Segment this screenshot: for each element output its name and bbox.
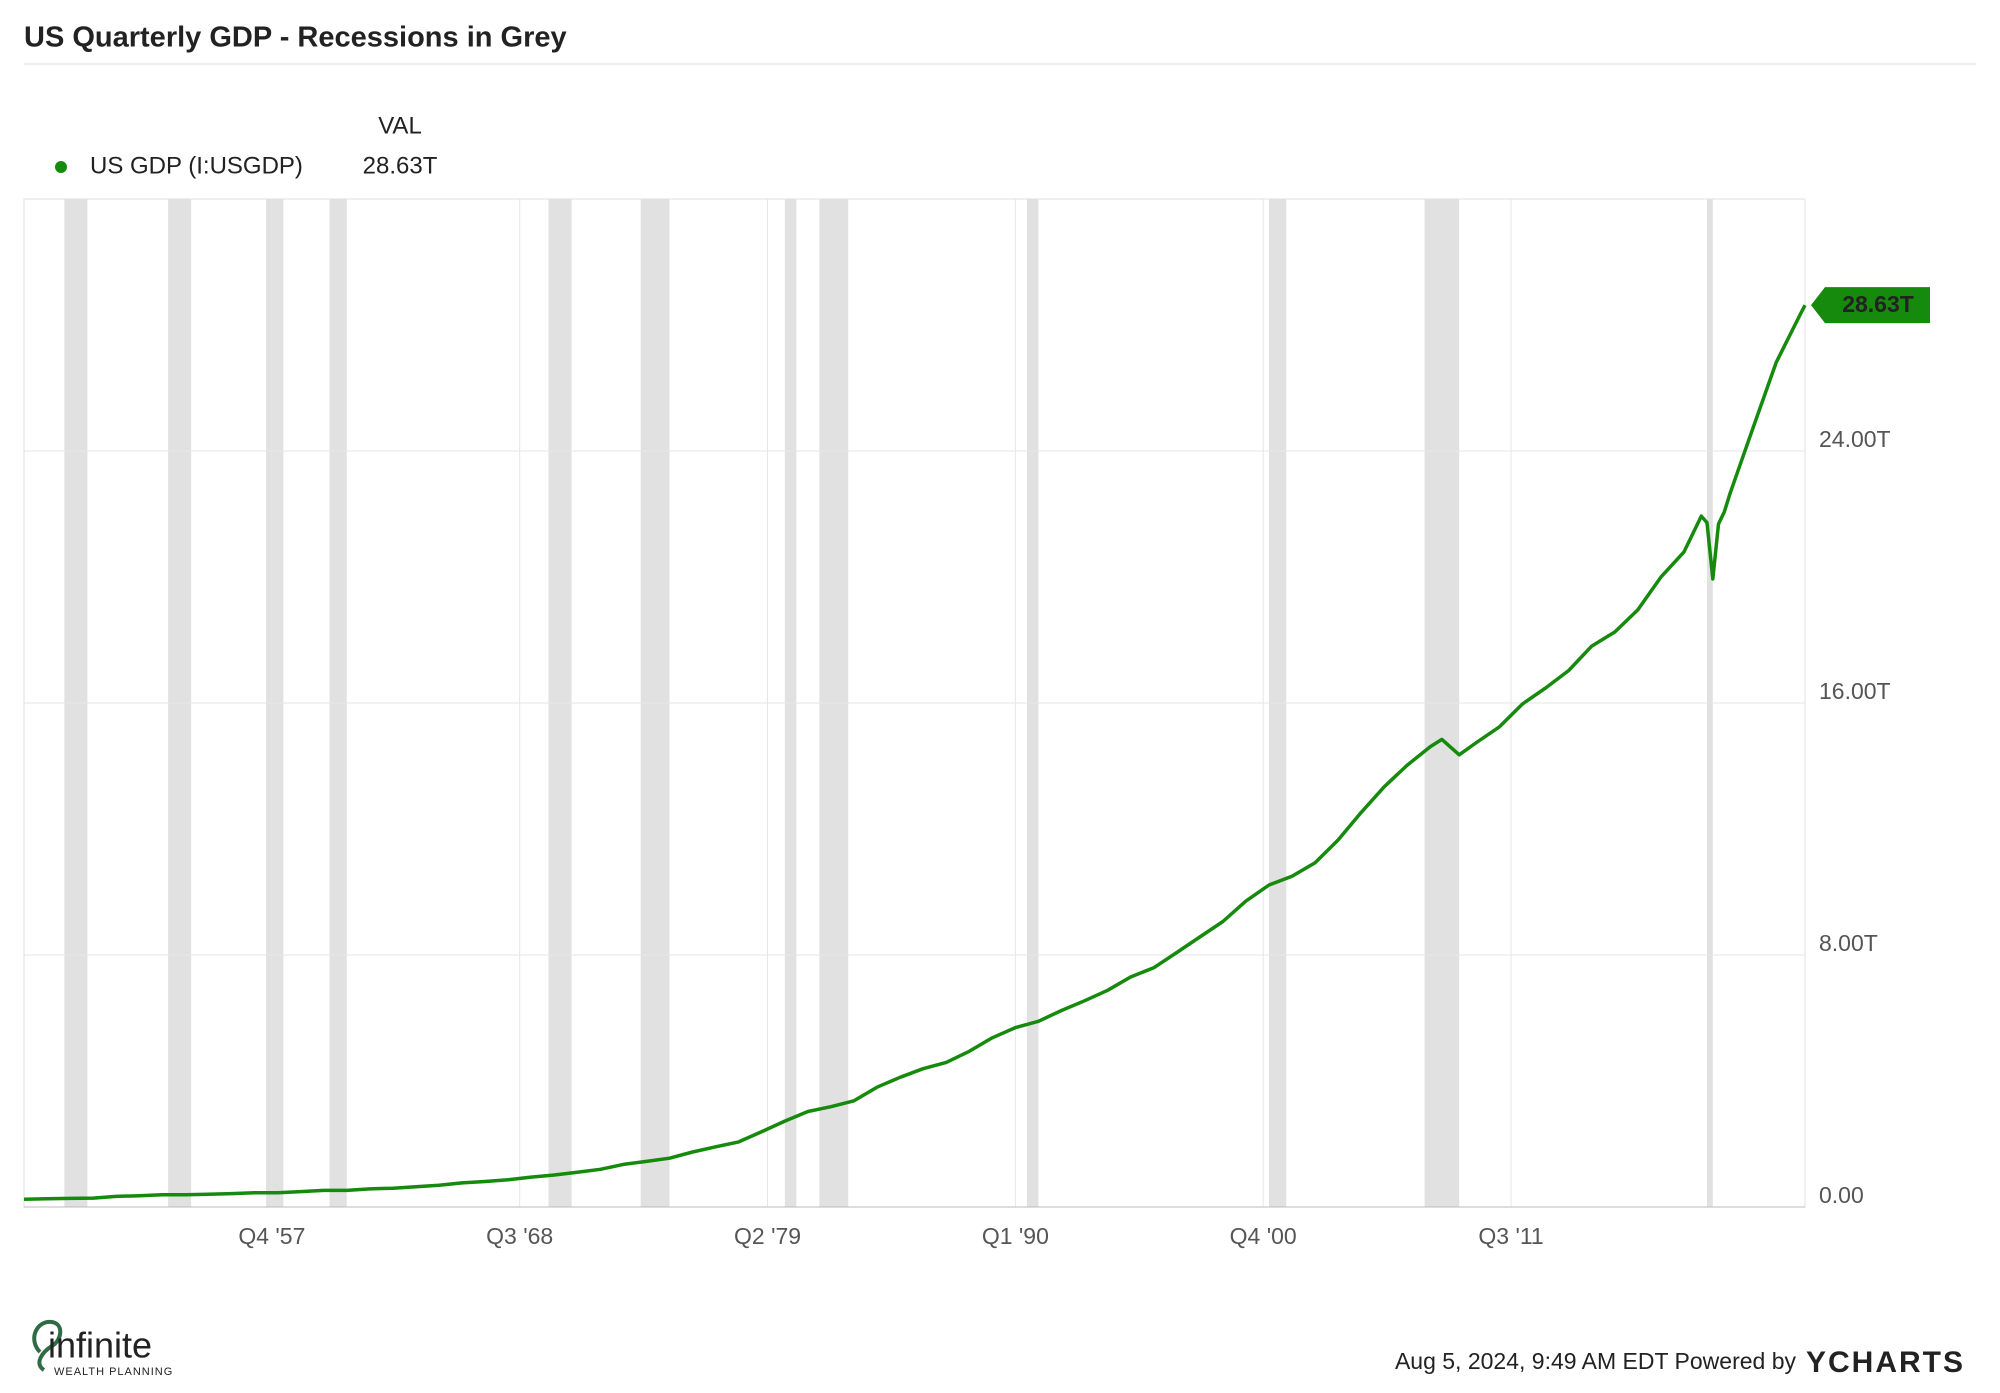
logo-tagline: WEALTH PLANNING	[54, 1366, 173, 1378]
footer: Aug 5, 2024, 9:49 AM EDT Powered by	[1395, 1348, 1797, 1374]
x-tick-label: Q1 '90	[982, 1223, 1049, 1249]
y-tick-label: 0.00	[1819, 1182, 1864, 1208]
x-tick-label: Q3 '11	[1478, 1223, 1543, 1249]
y-tick-label: 8.00T	[1819, 930, 1878, 956]
logo-mark	[32, 1319, 63, 1372]
legend: US GDP (I:USGDP) 28.63T	[55, 152, 438, 179]
logo-name: infinite	[48, 1325, 152, 1366]
x-tick-label: Q2 '79	[734, 1223, 801, 1249]
legend-label: US GDP (I:USGDP)	[90, 152, 303, 179]
y-tick-label: 16.00T	[1819, 678, 1891, 704]
y-tick-label: 24.00T	[1819, 426, 1891, 452]
value-flag-label: 28.63T	[1842, 291, 1914, 317]
legend-marker	[55, 161, 67, 173]
x-tick-label: Q4 '57	[238, 1223, 305, 1249]
chart-title: US Quarterly GDP - Recessions in Grey	[24, 22, 567, 54]
plot-area: 0.00 8.00T 16.00T 24.00T Q4 '57 Q3 '68 Q2 '79 Q…	[23, 198, 1930, 1249]
brand: YCHARTS	[1806, 1346, 1965, 1379]
value-flag	[1811, 287, 1930, 324]
legend-header: VAL	[378, 112, 422, 139]
x-tick-label: Q3 '68	[486, 1223, 553, 1249]
x-tick-label: Q4 '00	[1230, 1223, 1297, 1249]
gdp-line	[23, 304, 1807, 1202]
legend-value: 28.63T	[363, 152, 438, 179]
